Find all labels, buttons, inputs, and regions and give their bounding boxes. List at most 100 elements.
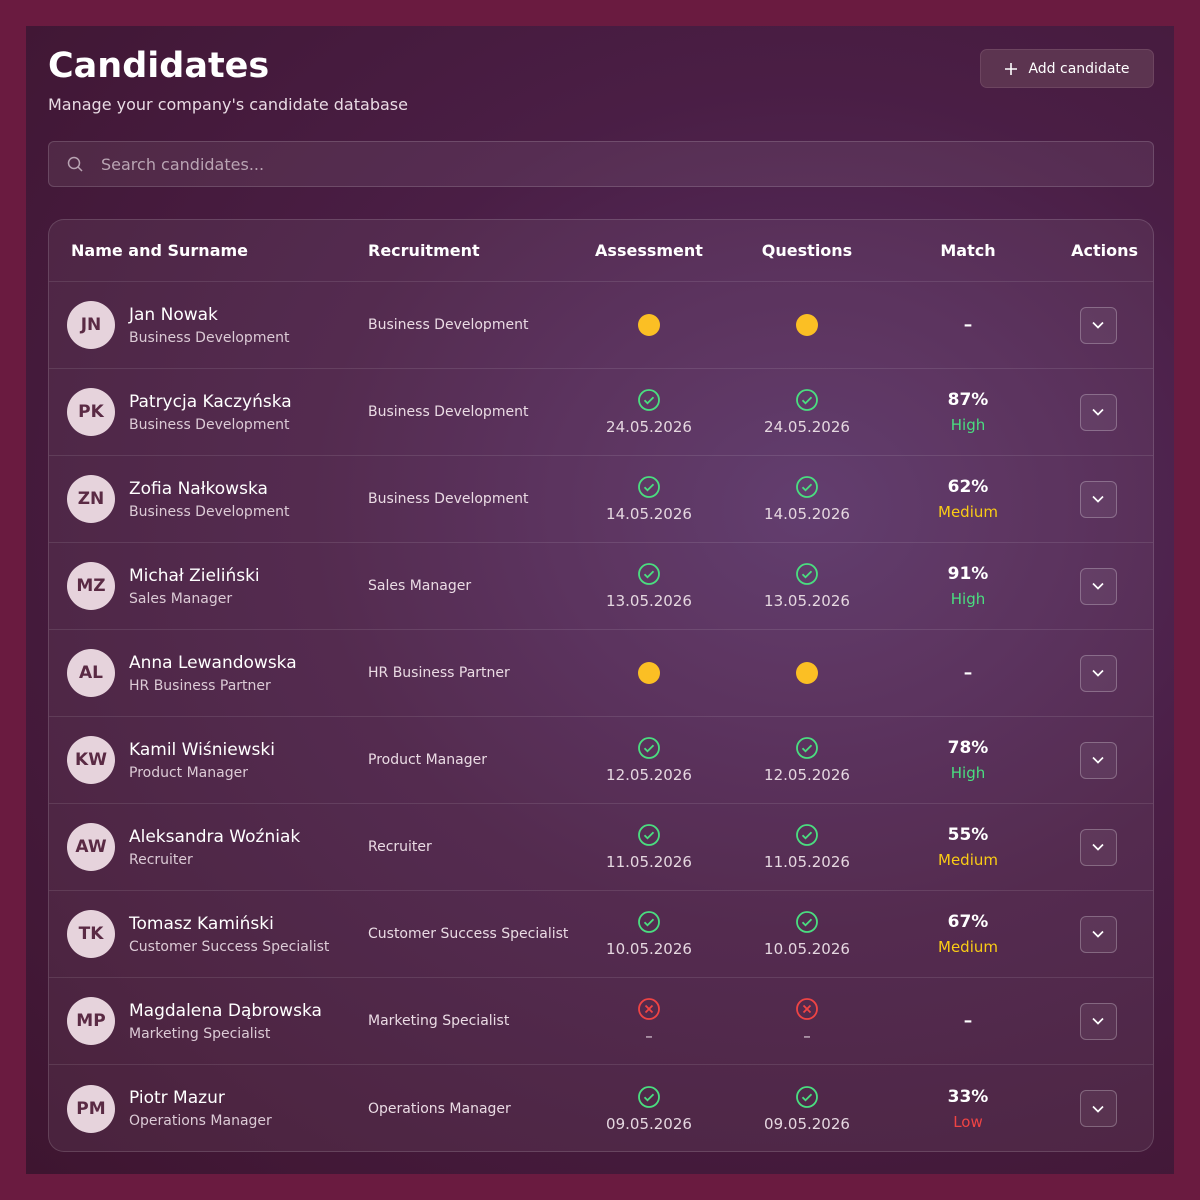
actions-cell (1031, 306, 1153, 344)
candidate-name: Tomasz Kamiński (129, 913, 274, 934)
column-header: Match (940, 241, 996, 260)
avatar: PM (67, 1084, 115, 1133)
match-cell: – (905, 315, 1031, 335)
search-input[interactable]: Search candidates... (48, 141, 1154, 187)
expand-button[interactable] (1079, 915, 1117, 953)
name-cell: TK Tomasz Kamiński Customer Success Specia… (49, 910, 349, 958)
match-cell: 91% High (905, 564, 1031, 608)
name-cell: JN Jan Nowak Business Development (49, 301, 349, 349)
chevron-icon (1092, 321, 1104, 329)
match-value: 33% (947, 1086, 989, 1107)
name-block: Kamil Wiśniewski Product Manager (129, 740, 275, 781)
check-icon (796, 389, 818, 411)
actions-cell (1031, 393, 1153, 431)
questions-date: 12.05.2026 (764, 766, 850, 784)
expand-button[interactable] (1079, 1090, 1117, 1127)
expand-button[interactable] (1079, 741, 1117, 779)
expand-button[interactable] (1079, 654, 1117, 692)
recruitment: Business Development (368, 317, 529, 333)
check-icon (638, 911, 660, 933)
match-value: 55% (947, 825, 989, 845)
name-cell: MP Magdalena Dąbrowska Marketing Specialis… (49, 997, 349, 1045)
questions-status (709, 661, 905, 685)
actions-cell (1031, 828, 1153, 866)
candidate-role: Business Development (129, 503, 290, 520)
match-value: 62% (947, 477, 989, 497)
match-level: Medium (938, 851, 998, 869)
expand-button[interactable] (1079, 393, 1117, 431)
assessment-date: 11.05.2026 (606, 853, 692, 871)
match-level: High (950, 764, 986, 782)
name-cell: PK Patrycja Kaczyńska Business Development (49, 388, 349, 436)
recruitment: Sales Manager (368, 578, 472, 594)
assessment-date: 12.05.2026 (606, 766, 692, 784)
recruitment: Business Development (368, 404, 529, 420)
actions-cell (1031, 480, 1153, 518)
check-icon (796, 737, 818, 759)
match-cell: 33% Low (905, 1087, 1031, 1131)
questions-status: 09.05.2026 (709, 1085, 905, 1133)
assessment-date: 09.05.2026 (606, 1114, 692, 1133)
match-value: 67% (947, 912, 989, 932)
match-level: Low (953, 1112, 983, 1131)
cross-icon (796, 998, 818, 1020)
panel: Candidates Manage your company's candida… (26, 26, 1174, 1174)
expand-button[interactable] (1079, 480, 1117, 518)
match-value: – (963, 315, 973, 335)
check-icon (638, 824, 660, 846)
dot-icon (638, 662, 660, 684)
avatar: AL (67, 649, 115, 697)
chevron-icon (1092, 1105, 1104, 1113)
questions-date: 14.05.2026 (764, 505, 850, 523)
chevron-icon (1092, 495, 1104, 503)
button-label: Add candidate (1028, 60, 1130, 77)
questions-status: 14.05.2026 (709, 475, 905, 523)
chevron-icon (1092, 843, 1104, 851)
check-icon (638, 1085, 660, 1108)
match-cell: 67% Medium (905, 912, 1031, 956)
chevron-icon (1092, 756, 1104, 764)
assessment-status: 09.05.2026 (589, 1085, 709, 1133)
name-block: Jan Nowak Business Development (129, 305, 289, 346)
name-cell: PM Piotr Mazur Operations Manager (49, 1084, 349, 1133)
candidate-row: PK Patrycja Kaczyńska Business Development… (49, 369, 1153, 456)
name-block: Patrycja Kaczyńska Business Development (129, 392, 292, 433)
name-block: Aleksandra Woźniak Recruiter (129, 827, 300, 868)
questions-date: 10.05.2026 (764, 940, 850, 958)
candidate-row: AW Aleksandra Woźniak Recruiter Recruiter 11… (49, 804, 1153, 891)
actions-cell (1031, 915, 1153, 953)
expand-button[interactable] (1079, 828, 1117, 866)
candidate-role: Sales Manager (129, 590, 233, 607)
candidate-row: MZ Michał Zieliński Sales Manager Sales Man… (49, 543, 1153, 630)
expand-button[interactable] (1079, 567, 1117, 605)
add-candidate-button[interactable]: Add candidate (980, 49, 1154, 88)
chevron-icon (1092, 408, 1104, 416)
recruitment: Operations Manager (368, 1100, 511, 1117)
assessment-status: 12.05.2026 (589, 736, 709, 784)
search-placeholder: Search candidates... (101, 154, 265, 174)
assessment-status (589, 661, 709, 685)
assessment-status: 13.05.2026 (589, 562, 709, 610)
candidate-row: KW Kamil Wiśniewski Product Manager Product… (49, 717, 1153, 804)
check-icon (796, 1085, 818, 1108)
assessment-date: 14.05.2026 (606, 505, 692, 523)
candidate-row: TK Tomasz Kamiński Customer Success Specia… (49, 891, 1153, 978)
questions-status: 10.05.2026 (709, 910, 905, 958)
expand-button[interactable] (1079, 1002, 1117, 1040)
candidate-name: Michał Zieliński (129, 565, 260, 586)
expand-button[interactable] (1079, 306, 1117, 344)
questions-date: – (803, 1027, 811, 1045)
questions-status: 12.05.2026 (709, 736, 905, 784)
match-cell: 55% Medium (905, 825, 1031, 869)
match-level: Medium (938, 503, 998, 521)
candidate-role: Business Development (129, 329, 290, 346)
match-value: – (963, 1011, 973, 1031)
avatar: PK (67, 388, 115, 436)
assessment-date: – (645, 1027, 653, 1045)
candidate-name: Aleksandra Woźniak (129, 826, 301, 847)
page-title: Candidates (48, 46, 270, 86)
page-subtitle: Manage your company's candidate database (48, 95, 408, 114)
candidate-role: Marketing Specialist (129, 1025, 271, 1042)
assessment-status: 10.05.2026 (589, 910, 709, 958)
questions-status (709, 313, 905, 337)
